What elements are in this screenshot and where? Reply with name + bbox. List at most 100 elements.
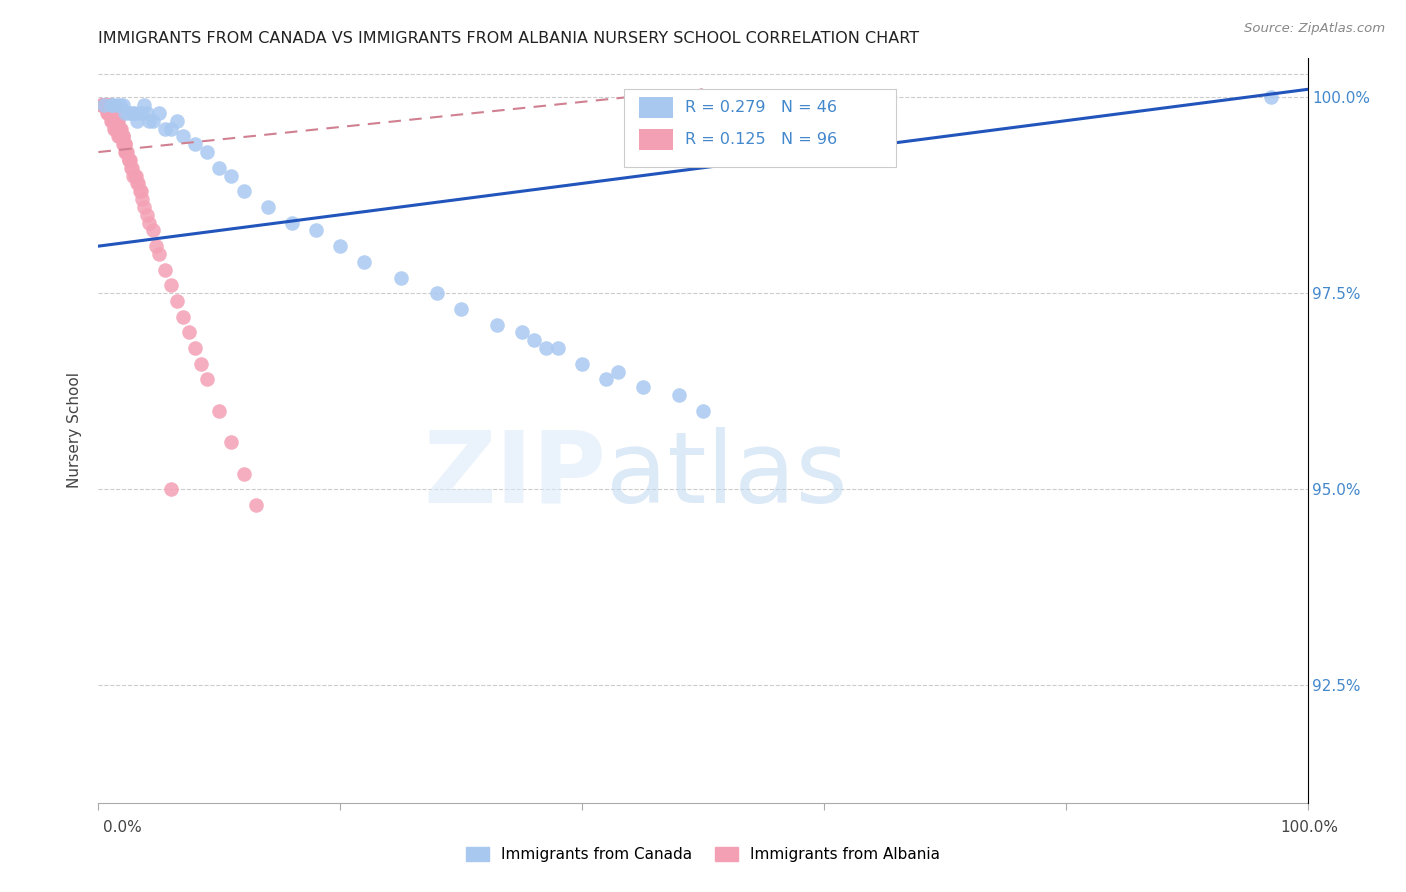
Point bbox=[122, 169, 145, 183]
Point bbox=[124, 106, 146, 120]
Point bbox=[124, 169, 146, 183]
Point bbox=[100, 106, 122, 120]
Point bbox=[134, 98, 156, 112]
Point bbox=[172, 129, 194, 144]
Point bbox=[153, 121, 176, 136]
Point bbox=[100, 106, 122, 120]
Y-axis label: Nursery School: Nursery School bbox=[67, 372, 83, 489]
Point bbox=[104, 113, 127, 128]
Point bbox=[118, 106, 141, 120]
Point bbox=[103, 113, 125, 128]
Point bbox=[96, 98, 118, 112]
Point bbox=[105, 98, 128, 112]
Point bbox=[131, 192, 153, 206]
Point bbox=[153, 262, 176, 277]
Point bbox=[103, 121, 125, 136]
Point bbox=[166, 293, 188, 308]
Point bbox=[93, 98, 115, 112]
Point bbox=[96, 106, 118, 120]
Point bbox=[125, 169, 148, 183]
Point bbox=[281, 216, 304, 230]
Point bbox=[107, 129, 129, 144]
Point bbox=[389, 270, 412, 285]
Point bbox=[110, 129, 132, 144]
Point bbox=[101, 106, 124, 120]
Point bbox=[208, 404, 231, 418]
Point bbox=[118, 153, 141, 167]
Point bbox=[110, 121, 132, 136]
Text: ZIP: ZIP bbox=[423, 426, 606, 524]
Point bbox=[305, 223, 328, 237]
Point bbox=[101, 113, 124, 128]
Point bbox=[129, 184, 152, 198]
Point bbox=[486, 318, 509, 332]
Point bbox=[184, 137, 207, 152]
Point bbox=[107, 121, 129, 136]
Point bbox=[534, 341, 557, 355]
Point bbox=[142, 113, 165, 128]
Point bbox=[190, 357, 212, 371]
Point bbox=[100, 98, 122, 112]
Point bbox=[595, 372, 617, 386]
Point bbox=[135, 106, 157, 120]
Point bbox=[112, 137, 135, 152]
Point bbox=[179, 326, 201, 340]
Point bbox=[101, 113, 124, 128]
Point bbox=[160, 482, 183, 496]
Point bbox=[1260, 90, 1282, 104]
Point bbox=[90, 98, 112, 112]
Point bbox=[108, 129, 131, 144]
Point bbox=[607, 365, 630, 379]
Point bbox=[105, 113, 128, 128]
Point bbox=[128, 184, 150, 198]
Legend: Immigrants from Canada, Immigrants from Albania: Immigrants from Canada, Immigrants from … bbox=[460, 841, 946, 868]
Point bbox=[117, 145, 139, 159]
Point bbox=[91, 98, 114, 112]
Point bbox=[692, 404, 714, 418]
Point bbox=[148, 106, 170, 120]
Point bbox=[93, 98, 115, 112]
Point bbox=[100, 113, 122, 128]
Point bbox=[112, 137, 135, 152]
Point bbox=[98, 106, 121, 120]
Point bbox=[111, 129, 134, 144]
Point bbox=[94, 98, 117, 112]
Point bbox=[114, 106, 136, 120]
Point bbox=[105, 121, 128, 136]
Point bbox=[134, 200, 156, 214]
Point bbox=[426, 286, 449, 301]
Point bbox=[98, 98, 121, 112]
Point bbox=[127, 113, 149, 128]
Point bbox=[353, 255, 375, 269]
Point bbox=[97, 106, 120, 120]
Text: IMMIGRANTS FROM CANADA VS IMMIGRANTS FROM ALBANIA NURSERY SCHOOL CORRELATION CHA: IMMIGRANTS FROM CANADA VS IMMIGRANTS FRO… bbox=[98, 31, 920, 46]
Point bbox=[114, 137, 136, 152]
Point bbox=[221, 435, 243, 450]
Point bbox=[115, 145, 138, 159]
Point bbox=[631, 380, 654, 394]
Point bbox=[100, 106, 122, 120]
Text: 100.0%: 100.0% bbox=[1281, 821, 1339, 835]
Point bbox=[108, 121, 131, 136]
Point bbox=[91, 98, 114, 112]
Point bbox=[232, 184, 254, 198]
Point bbox=[145, 239, 167, 253]
Text: atlas: atlas bbox=[606, 426, 848, 524]
Point bbox=[97, 98, 120, 112]
Point bbox=[104, 121, 127, 136]
Text: 0.0%: 0.0% bbox=[103, 821, 142, 835]
Point bbox=[114, 137, 136, 152]
Point bbox=[121, 161, 143, 175]
Point bbox=[232, 467, 254, 481]
Point bbox=[108, 129, 131, 144]
Point bbox=[96, 98, 118, 112]
Point bbox=[108, 98, 131, 112]
Point bbox=[100, 98, 122, 112]
Point bbox=[101, 106, 124, 120]
Point bbox=[105, 121, 128, 136]
Point bbox=[668, 388, 690, 402]
Point bbox=[105, 113, 128, 128]
Point bbox=[111, 129, 134, 144]
Point bbox=[142, 223, 165, 237]
Point bbox=[571, 357, 593, 371]
